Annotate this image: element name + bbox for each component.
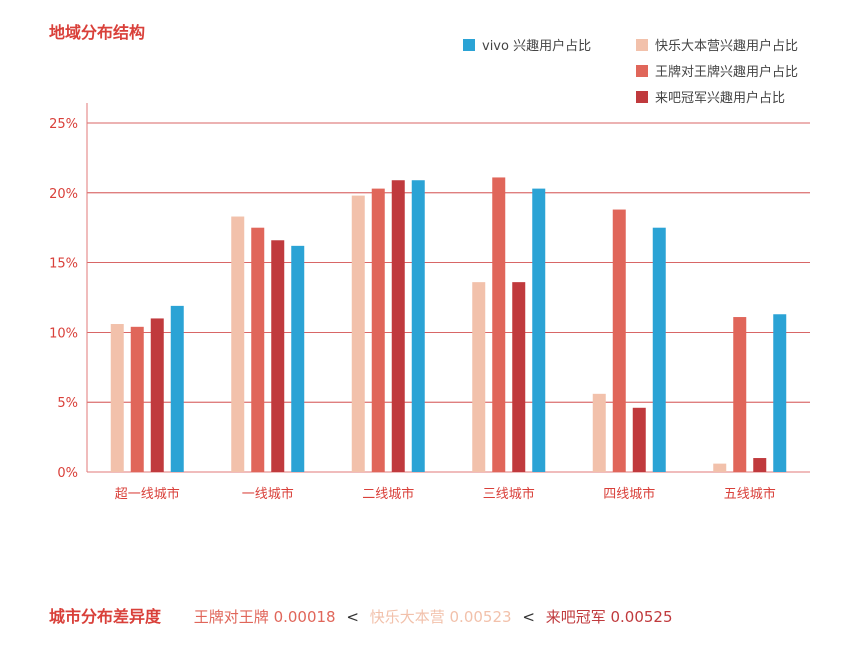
bar: [632, 407, 646, 472]
chart-title: 地域分布结构: [49, 23, 146, 42]
bar: [773, 314, 787, 472]
legend-label: 来吧冠军兴趣用户占比: [655, 90, 785, 106]
footer-item-kuaile: 快乐大本营 0.00523: [369, 608, 512, 626]
bar: [753, 458, 767, 472]
bar: [291, 245, 305, 472]
x-tick-label: 五线城市: [724, 486, 776, 502]
bar: [492, 177, 506, 472]
bar: [231, 216, 245, 472]
bar: [612, 209, 626, 472]
x-tick-label: 二线城市: [362, 486, 414, 502]
bar: [652, 227, 666, 472]
footer-title: 城市分布差异度: [49, 607, 162, 626]
y-tick-label: 20%: [49, 187, 78, 202]
x-tick-label: 三线城市: [483, 486, 535, 502]
x-tick-label: 四线城市: [603, 486, 655, 502]
footer-item-laiba: 来吧冠军 0.00525: [545, 608, 673, 626]
bar: [371, 188, 385, 472]
bar: [351, 195, 365, 473]
bar: [251, 227, 265, 472]
legend-swatch: [463, 39, 475, 51]
bar: [271, 240, 285, 472]
legend-swatch: [636, 65, 648, 77]
bar: [150, 318, 164, 472]
x-tick-label: 超一线城市: [115, 486, 180, 502]
bar: [512, 282, 526, 472]
x-tick-label: 一线城市: [242, 486, 294, 502]
bar: [592, 393, 606, 472]
y-tick-label: 15%: [49, 257, 78, 272]
y-tick-label: 0%: [57, 466, 78, 481]
legend-swatch: [636, 91, 648, 103]
legend-label: 王牌对王牌兴趣用户占比: [655, 64, 798, 80]
difference-footer: 城市分布差异度 王牌对王牌 0.00018 < 快乐大本营 0.00523 < …: [49, 603, 673, 627]
footer-item-wangpai: 王牌对王牌 0.00018: [193, 608, 336, 626]
legend-swatch: [636, 39, 648, 51]
bar: [532, 188, 546, 472]
bar: [391, 180, 405, 472]
legend-label: vivo 兴趣用户占比: [482, 38, 591, 54]
bar: [472, 282, 486, 472]
bar-chart: 0% 5% 10% 15% 20% 25% 超一线城市 一线城市 二线城市 三线城市 四线城市 五线城…: [49, 38, 810, 502]
bar: [110, 324, 124, 472]
y-tick-label: 10%: [49, 326, 78, 341]
y-tick-label: 25%: [49, 117, 78, 132]
bar: [713, 463, 727, 472]
footer-separator: <: [522, 608, 535, 626]
bar: [130, 326, 144, 472]
footer-separator: <: [346, 608, 359, 626]
y-tick-label: 5%: [57, 396, 78, 411]
bar: [170, 305, 184, 472]
bar: [733, 317, 747, 472]
legend-label: 快乐大本营兴趣用户占比: [655, 38, 798, 54]
bar: [411, 180, 425, 472]
